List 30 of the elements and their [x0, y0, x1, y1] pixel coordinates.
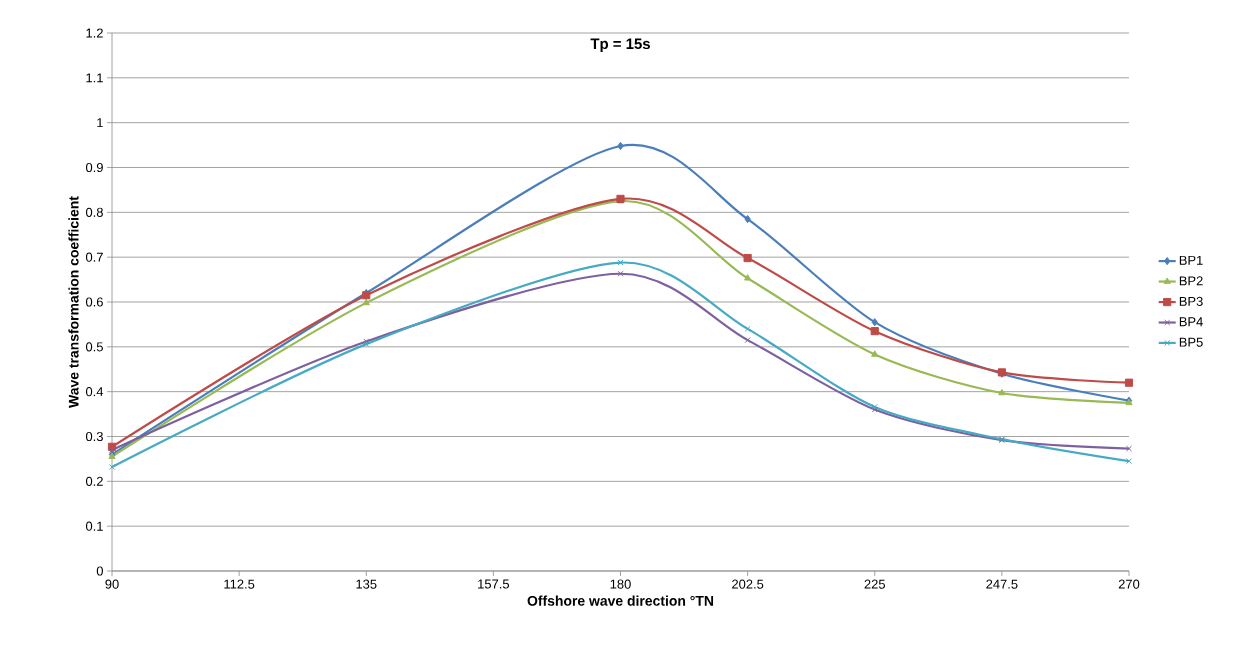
legend-label: BP5: [1179, 337, 1203, 347]
x-tick-label: 90: [105, 579, 119, 589]
x-tick-label: 202.5: [732, 579, 764, 589]
y-tick-label: 1.2: [86, 28, 103, 38]
x-tick-label: 225: [864, 579, 885, 589]
legend-label: BP1: [1179, 255, 1203, 265]
y-tick-label: 0.8: [85, 207, 103, 217]
y-tick-label: 0.1: [85, 521, 103, 531]
x-tick-label: 157.5: [478, 579, 510, 589]
chart-title: Tp = 15s: [590, 38, 650, 52]
x-tick-label: 135: [356, 579, 377, 589]
legend-label: BP4: [1179, 317, 1203, 327]
x-tick-label: 112.5: [224, 579, 255, 589]
x-tick-label: 180: [610, 579, 631, 589]
legend-label: BP2: [1179, 276, 1203, 286]
y-tick-label: 0.5: [85, 342, 103, 352]
y-axis-title: Wave transformation coefficient: [68, 196, 79, 408]
x-tick-label: 247.5: [986, 579, 1018, 589]
y-tick-label: 0.2: [85, 476, 103, 486]
y-tick-label: 0.6: [85, 297, 103, 307]
x-axis-title: Offshore wave direction °TN: [527, 595, 714, 606]
y-tick-label: 0: [96, 566, 103, 576]
y-tick-label: 0.7: [85, 252, 103, 262]
y-tick-label: 0.9: [85, 162, 103, 173]
x-tick-label: 270: [1118, 579, 1140, 589]
y-tick-label: 0.4: [85, 387, 104, 397]
legend-label: BP3: [1179, 296, 1203, 306]
y-tick-label: 1: [97, 118, 103, 128]
y-tick-label: 0.3: [85, 431, 103, 442]
y-tick-label: 1.1: [86, 73, 103, 83]
